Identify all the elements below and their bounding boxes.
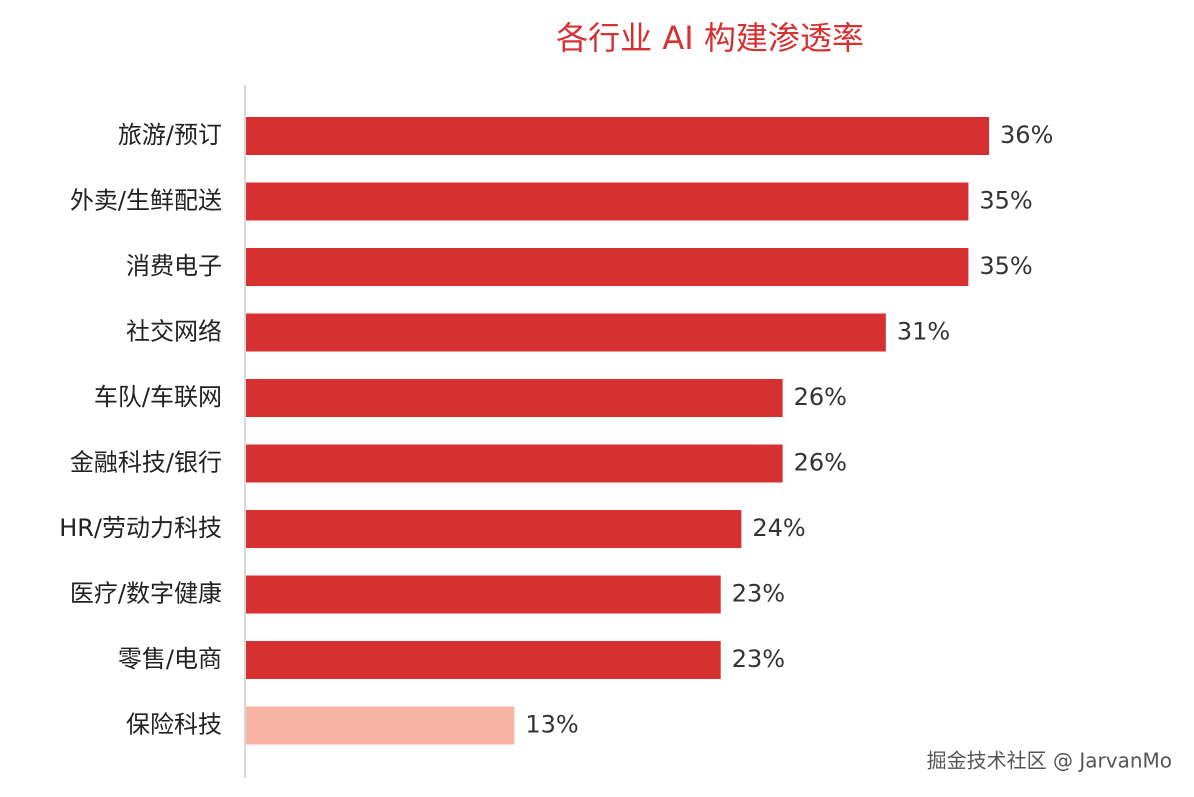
category-label: 消费电子 <box>126 252 222 280</box>
value-label: 26% <box>794 449 847 477</box>
bar <box>246 313 886 352</box>
bar <box>246 641 721 679</box>
watermark: 掘金技术社区 @ JarvanMo <box>927 749 1172 773</box>
value-label: 23% <box>732 580 785 608</box>
value-label: 36% <box>1000 121 1053 149</box>
value-label: 35% <box>979 252 1032 280</box>
category-label: 外卖/生鲜配送 <box>70 187 222 215</box>
category-label: 社交网络 <box>126 318 222 346</box>
bar <box>246 575 721 614</box>
value-label: 23% <box>732 645 785 673</box>
chart-title: 各行业 AI 构建渗透率 <box>556 19 864 57</box>
category-label: 保险科技 <box>126 711 222 739</box>
category-label: 医疗/数字健康 <box>70 580 222 608</box>
value-label: 35% <box>979 187 1032 215</box>
bar <box>246 117 990 155</box>
bar <box>246 444 783 483</box>
category-label: 车队/车联网 <box>94 383 222 411</box>
value-label: 31% <box>897 318 950 346</box>
bar <box>246 248 969 286</box>
category-label: 零售/电商 <box>118 645 222 673</box>
category-label: HR/劳动力科技 <box>59 514 222 542</box>
value-label: 26% <box>794 383 847 411</box>
category-label: 金融科技/银行 <box>70 449 222 477</box>
bar <box>246 706 515 745</box>
bar <box>246 510 742 548</box>
value-label: 13% <box>525 711 578 739</box>
bar <box>246 182 969 221</box>
value-label: 24% <box>752 514 805 542</box>
category-label: 旅游/预订 <box>118 121 222 149</box>
bar <box>246 379 783 417</box>
